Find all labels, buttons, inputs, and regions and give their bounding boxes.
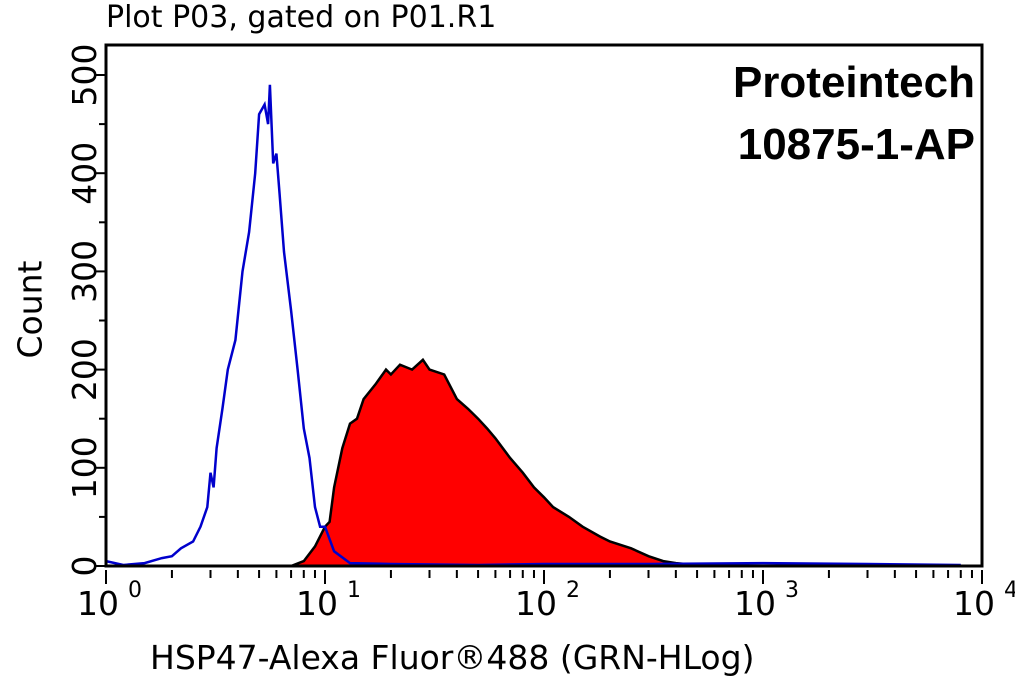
- x-tick-exponent: 1: [347, 578, 361, 603]
- y-axis-label: Count: [10, 260, 50, 359]
- x-tick-label: 10: [953, 584, 995, 623]
- y-tick-label: 0: [65, 556, 104, 577]
- series-control-line: [105, 84, 961, 567]
- x-tick-exponent: 3: [785, 578, 799, 603]
- y-tick-label: 500: [65, 44, 104, 107]
- x-tick-label: 10: [515, 584, 557, 623]
- annotation-catalog: 10875-1-AP: [737, 120, 975, 169]
- x-tick-label: 10: [77, 584, 119, 623]
- x-tick-exponent: 2: [566, 578, 580, 603]
- y-tick-label: 300: [65, 240, 104, 303]
- plot-frame: [104, 43, 984, 568]
- y-tick-label: 100: [65, 436, 104, 499]
- y-tick-label: 400: [65, 142, 104, 205]
- x-tick-label: 10: [296, 584, 338, 623]
- x-tick-label: 10: [734, 584, 776, 623]
- x-axis-label: HSP47-Alexa Fluor®488 (GRN-HLog): [150, 638, 755, 677]
- x-tick-exponent: 4: [1004, 578, 1015, 603]
- y-tick-label: 200: [65, 338, 104, 401]
- chart-title: Plot P03, gated on P01.R1: [106, 0, 497, 35]
- annotation-brand: Proteintech: [732, 58, 975, 107]
- x-tick-exponent: 0: [128, 578, 142, 603]
- series-hsp47-area: [290, 357, 730, 568]
